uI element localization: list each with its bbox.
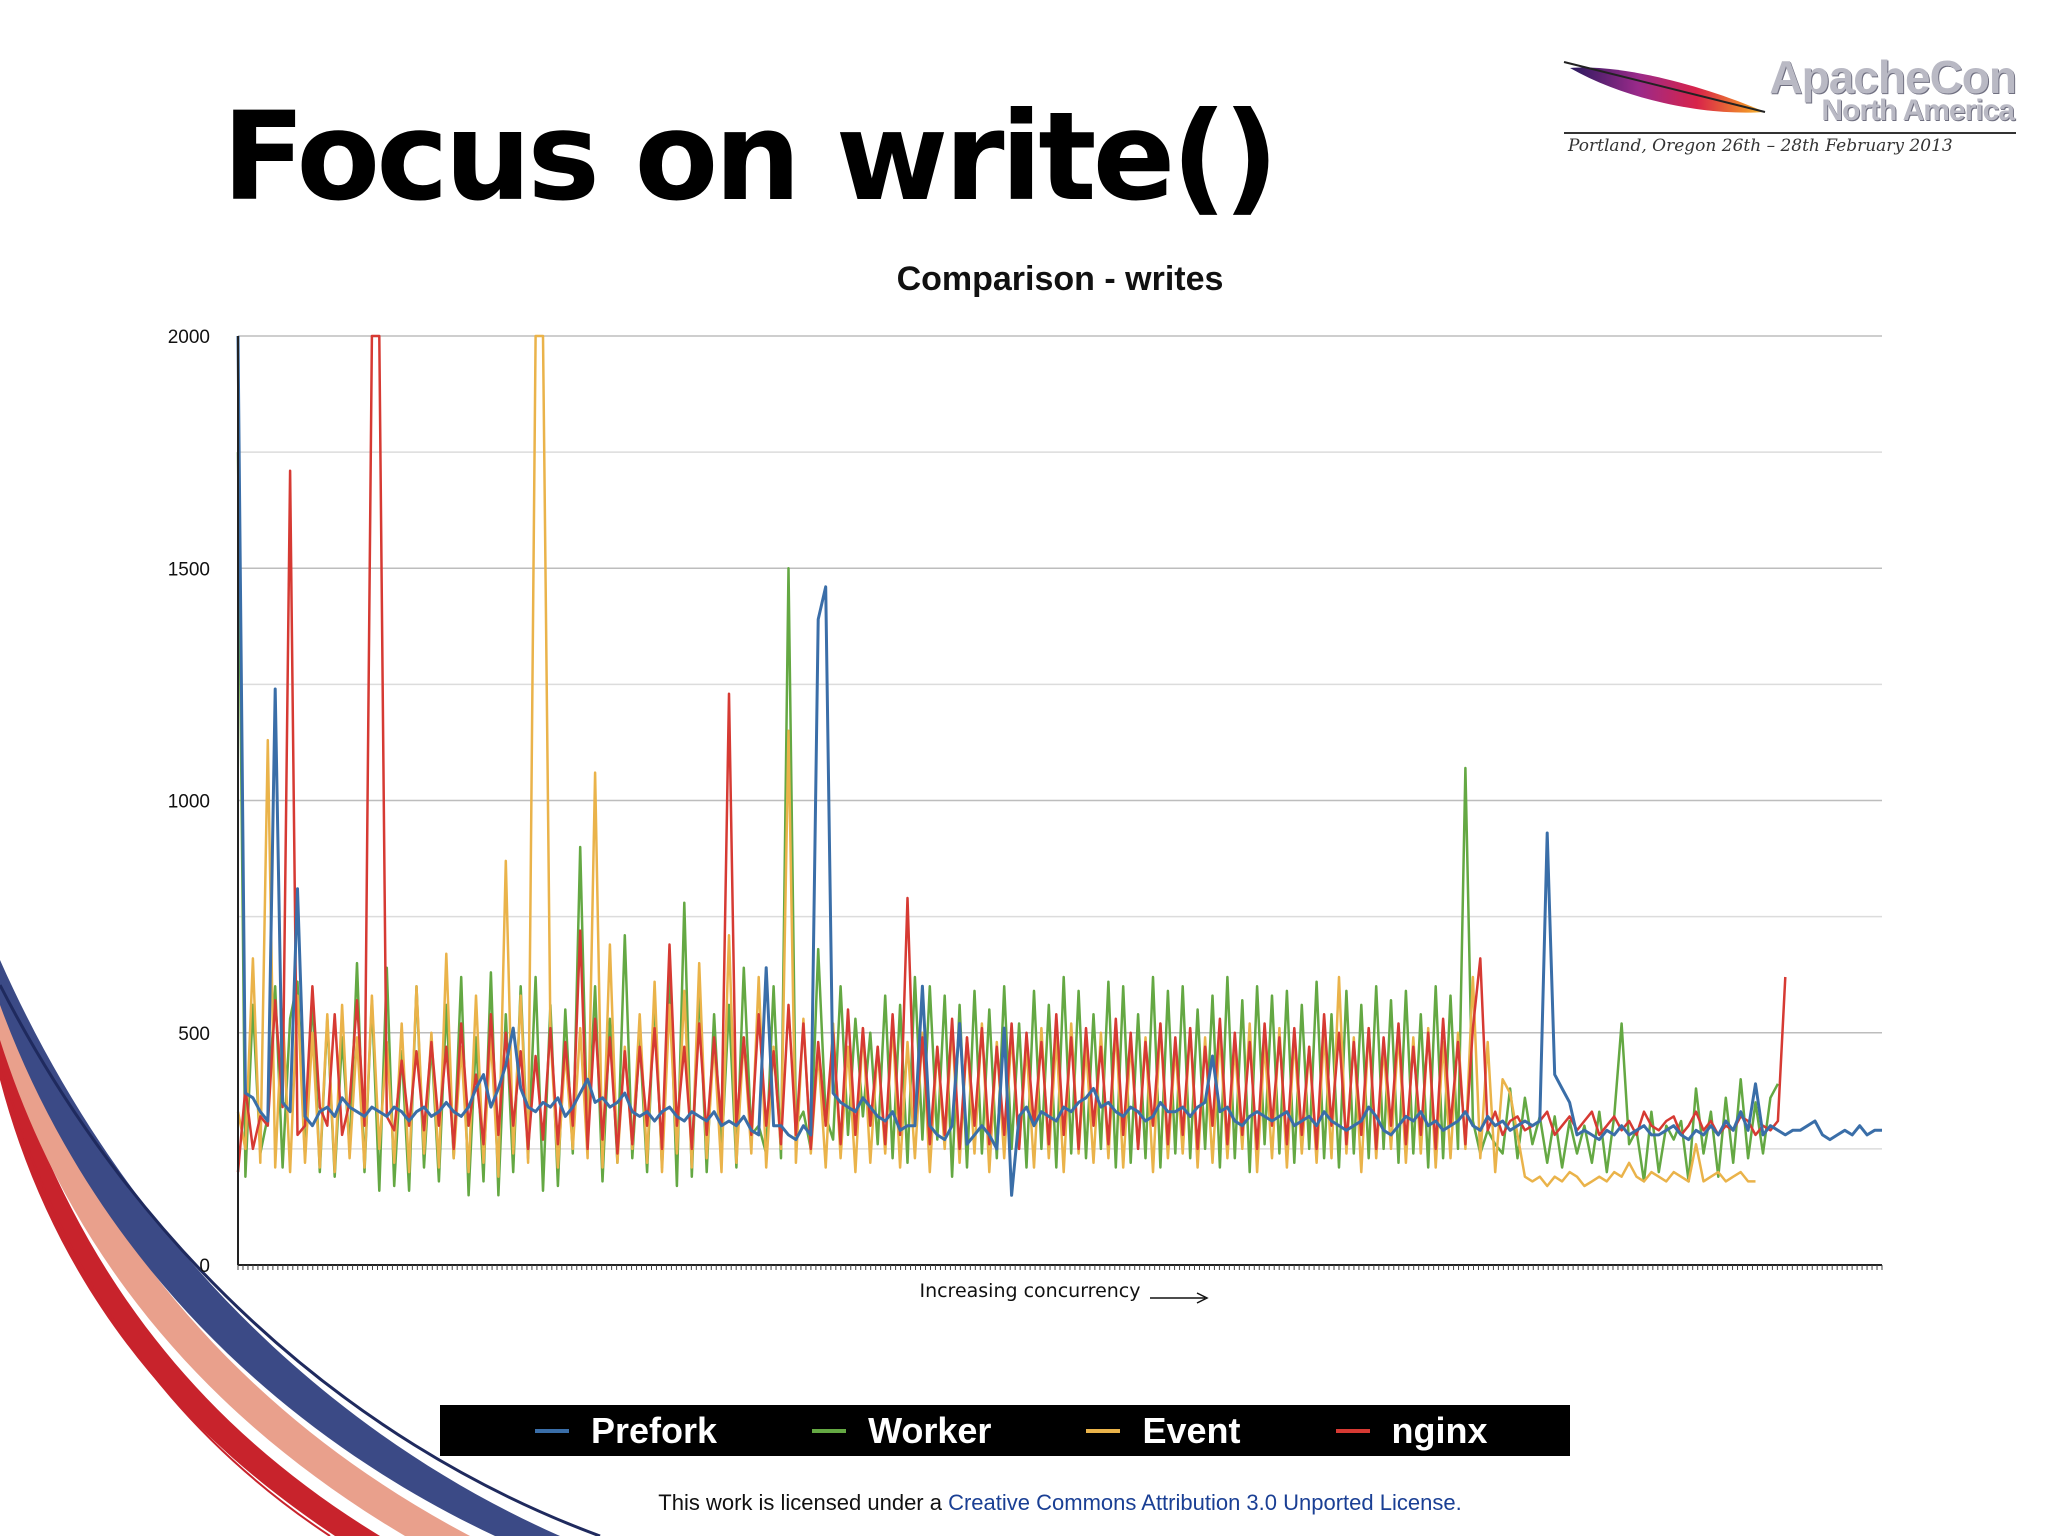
swoosh-thin-red-line	[0, 1059, 331, 1536]
feather-icon	[1563, 61, 1766, 113]
grid-layer	[238, 335, 1882, 1266]
license-notice: This work is licensed under a Creative C…	[0, 1490, 2048, 1516]
legend-label-event: Event	[1142, 1409, 1241, 1451]
axis-layer: 0 500 1000 1500 2000	[168, 327, 1883, 1277]
license-prefix: This work is licensed under a	[658, 1490, 949, 1515]
x-axis-label: Increasing concurrency	[919, 1280, 1140, 1302]
legend-item-event: Event	[1086, 1409, 1241, 1452]
series-line-prefork	[236, 335, 1882, 1197]
legend-swatch-event	[1086, 1428, 1121, 1433]
logo-tagline: Portland, Oregon 26th – 28th February 20…	[1568, 136, 1953, 156]
legend-label-prefork: Prefork	[591, 1409, 718, 1451]
legend-item-prefork: Prefork	[535, 1410, 717, 1452]
y-tick-label: 500	[178, 1024, 210, 1045]
chart-title: Comparison - writes	[896, 260, 1224, 298]
line-chart: 0 500 1000 1500 2000 Increasing concurrency	[168, 327, 1883, 1304]
logo-title: ApacheCon	[1769, 51, 2017, 103]
logo-divider	[1564, 132, 2016, 134]
legend-item-worker: Worker	[812, 1410, 991, 1452]
chart-legend: Prefork Worker Event nginx	[440, 1405, 1570, 1456]
series-layer	[236, 334, 1882, 1197]
legend-label-nginx: nginx	[1391, 1409, 1488, 1451]
series-line-event	[236, 334, 1756, 1188]
y-tick-label: 1500	[168, 559, 210, 580]
logo-subtitle: North America	[1821, 94, 2015, 127]
arrow-right-icon	[1150, 1292, 1209, 1304]
license-link[interactable]: Creative Commons Attribution 3.0 Unporte…	[948, 1490, 1462, 1515]
legend-swatch-prefork	[535, 1428, 569, 1433]
y-tick-label: 2000	[168, 327, 210, 348]
legend-swatch-nginx	[1335, 1428, 1370, 1433]
legend-item-nginx: nginx	[1335, 1409, 1488, 1452]
swoosh-thin-navy-line	[0, 984, 601, 1536]
legend-label-worker: Worker	[868, 1409, 992, 1451]
y-tick-label: 0	[199, 1256, 210, 1277]
y-tick-label: 1000	[168, 792, 210, 813]
apachecon-logo: ApacheCon North America Portland, Oregon…	[1560, 50, 2020, 170]
legend-swatch-worker	[812, 1428, 847, 1433]
slide-title: Focus on write()	[222, 86, 1279, 228]
